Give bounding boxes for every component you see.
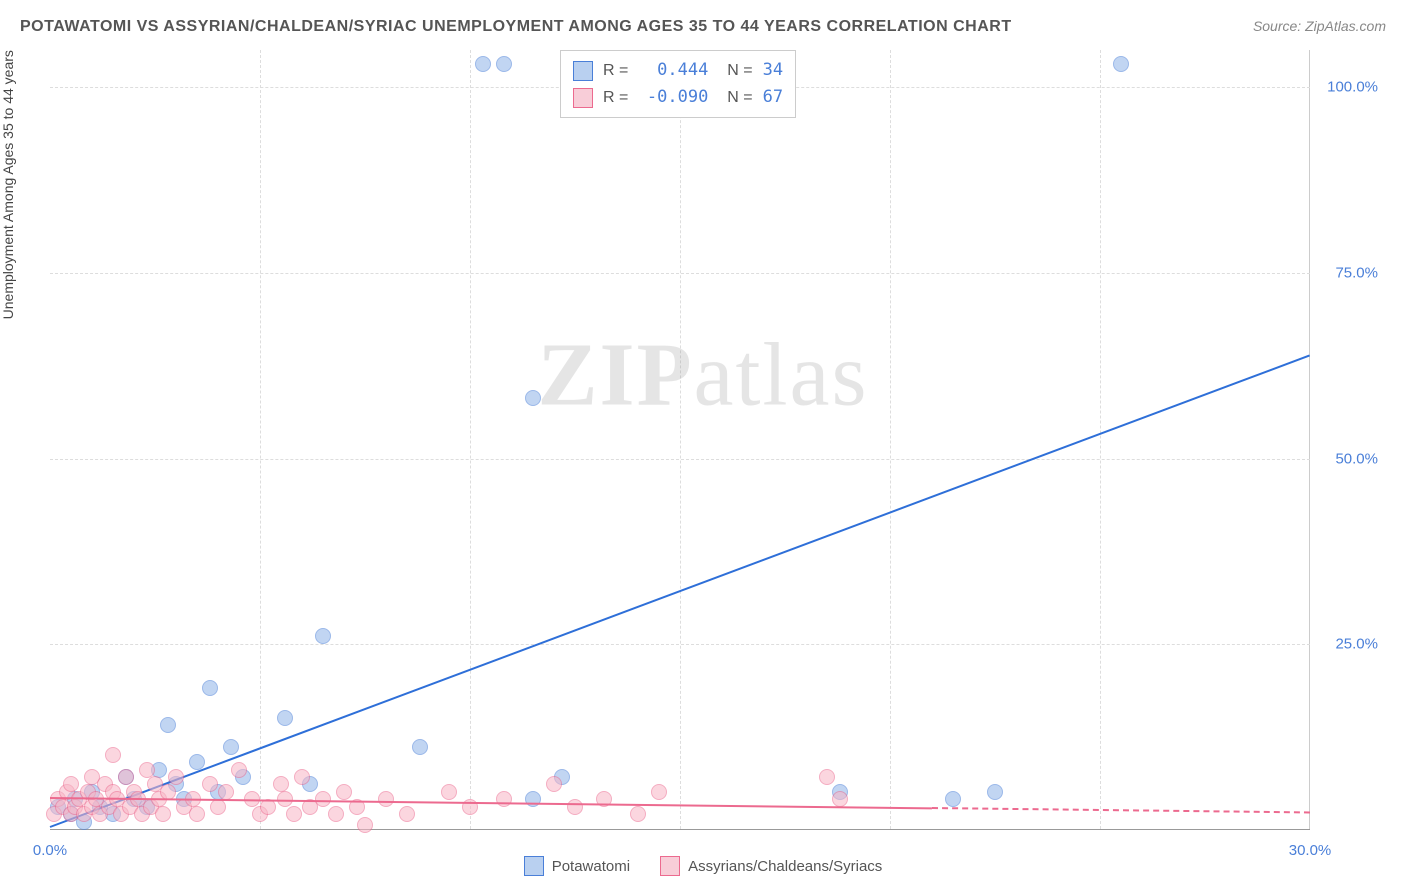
trend-line-dashed: [932, 807, 1310, 813]
bottom-legend-item: Potawatomi: [524, 856, 630, 876]
data-point: [160, 717, 176, 733]
chart-title: POTAWATOMI VS ASSYRIAN/CHALDEAN/SYRIAC U…: [20, 18, 1012, 36]
y-axis-label: Unemployment Among Ages 35 to 44 years: [0, 50, 16, 319]
data-point: [277, 710, 293, 726]
legend-swatch: [524, 856, 544, 876]
y-tick-label: 75.0%: [1335, 264, 1378, 281]
gridline-v: [470, 50, 471, 829]
data-point: [378, 791, 394, 807]
data-point: [218, 784, 234, 800]
n-label: N =: [718, 58, 752, 84]
data-point: [475, 56, 491, 72]
stats-row: R = -0.090 N = 67: [573, 84, 783, 111]
data-point: [210, 799, 226, 815]
gridline-v: [890, 50, 891, 829]
data-point: [945, 791, 961, 807]
n-label: N =: [718, 85, 752, 111]
data-point: [987, 784, 1003, 800]
data-point: [567, 799, 583, 815]
data-point: [336, 784, 352, 800]
stats-legend-box: R = 0.444 N = 34 R = -0.090 N = 67: [560, 50, 796, 118]
data-point: [412, 739, 428, 755]
scatter-plot-area: 25.0%50.0%75.0%100.0%0.0%30.0%: [50, 50, 1310, 830]
data-point: [651, 784, 667, 800]
data-point: [202, 776, 218, 792]
stats-row: R = 0.444 N = 34: [573, 57, 783, 84]
data-point: [819, 769, 835, 785]
legend-swatch: [573, 88, 593, 108]
y-tick-label: 100.0%: [1327, 79, 1378, 96]
legend-label: Assyrians/Chaldeans/Syriacs: [688, 858, 882, 875]
data-point: [441, 784, 457, 800]
data-point: [399, 806, 415, 822]
r-label: R =: [603, 85, 628, 111]
data-point: [832, 791, 848, 807]
n-value: 34: [763, 57, 783, 84]
legend-swatch: [660, 856, 680, 876]
data-point: [328, 806, 344, 822]
gridline-v: [260, 50, 261, 829]
data-point: [231, 762, 247, 778]
data-point: [357, 817, 373, 833]
data-point: [315, 628, 331, 644]
legend-label: Potawatomi: [552, 858, 630, 875]
data-point: [286, 806, 302, 822]
data-point: [63, 776, 79, 792]
data-point: [630, 806, 646, 822]
data-point: [189, 806, 205, 822]
data-point: [273, 776, 289, 792]
data-point: [223, 739, 239, 755]
data-point: [155, 806, 171, 822]
data-point: [546, 776, 562, 792]
gridline-v: [1100, 50, 1101, 829]
r-value: -0.090: [638, 84, 708, 111]
legend-swatch: [573, 61, 593, 81]
bottom-legend-item: Assyrians/Chaldeans/Syriacs: [660, 856, 882, 876]
bottom-legend: Potawatomi Assyrians/Chaldeans/Syriacs: [0, 856, 1406, 876]
y-tick-label: 25.0%: [1335, 636, 1378, 653]
r-label: R =: [603, 58, 628, 84]
data-point: [139, 762, 155, 778]
r-value: 0.444: [638, 57, 708, 84]
data-point: [525, 390, 541, 406]
n-value: 67: [763, 84, 783, 111]
gridline-v: [680, 50, 681, 829]
data-point: [496, 791, 512, 807]
y-tick-label: 50.0%: [1335, 450, 1378, 467]
data-point: [496, 56, 512, 72]
data-point: [525, 791, 541, 807]
data-point: [1113, 56, 1129, 72]
source-attribution: Source: ZipAtlas.com: [1253, 18, 1386, 34]
data-point: [202, 680, 218, 696]
data-point: [168, 769, 184, 785]
data-point: [294, 769, 310, 785]
right-axis-line: [1309, 50, 1310, 829]
data-point: [105, 747, 121, 763]
data-point: [118, 769, 134, 785]
